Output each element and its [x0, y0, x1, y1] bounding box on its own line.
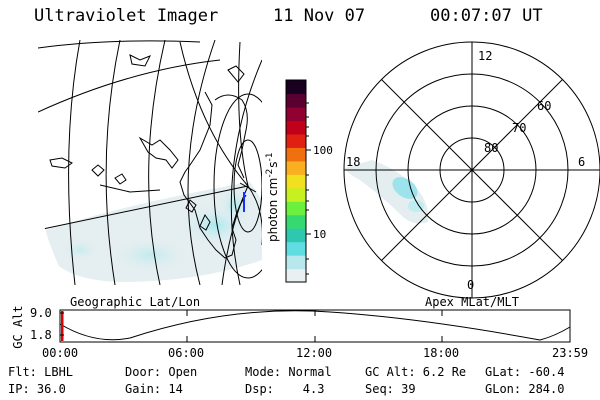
image-date: 11 Nov 07 — [273, 6, 366, 26]
image-title: Ultraviolet Imager — [34, 6, 219, 26]
colorbar-segment — [286, 187, 306, 202]
polar-lat-60: 60 — [537, 99, 551, 113]
image-time: 00:07:07 UT — [430, 6, 543, 26]
info-filter: Flt: LBHL — [8, 365, 74, 379]
info-seq: Seq: 39 — [365, 382, 416, 396]
info-gain: Gain: 14 — [125, 382, 183, 396]
timeline-x-tick-2359: 23:59 — [552, 346, 589, 360]
info-door: Door: Open — [125, 365, 198, 379]
colorbar-minor-ticks — [306, 102, 309, 275]
current-time-marker — [61, 311, 64, 341]
timeline-x-tick-0600: 06:00 — [168, 346, 205, 360]
colorbar-segment — [286, 106, 306, 121]
polar-plot: 12 18 6 0 60 70 80 — [343, 41, 600, 299]
colorbar-segment — [286, 133, 306, 148]
geographic-map — [38, 40, 262, 285]
gc-altitude-curve — [59, 310, 571, 341]
altitude-timeline — [59, 309, 571, 343]
polar-lat-70: 70 — [512, 121, 526, 135]
info-glat: GLat: -60.4 — [485, 365, 565, 379]
graticule — [38, 40, 262, 285]
timeline-y-label: GC Alt — [11, 305, 25, 349]
timeline-y-tick-9: 9.0 — [30, 306, 52, 320]
colorbar-segment — [286, 255, 306, 270]
colorbar-segment — [286, 201, 306, 216]
polar-diagonal-2 — [381, 79, 563, 261]
polar-grid — [343, 41, 600, 299]
polar-mlt-6: 6 — [578, 155, 585, 169]
info-dsp: Dsp: 4.3 — [245, 382, 325, 396]
colorbar-segment — [286, 228, 306, 243]
polar-mlt-12: 12 — [478, 49, 492, 63]
geographic-label: Geographic Lat/Lon — [70, 295, 201, 309]
polar-emission — [345, 160, 429, 224]
colorbar-tick-label-10: 10 — [313, 228, 326, 241]
terminator-marker — [239, 182, 257, 212]
polar-label: Apex MLat/MLT — [425, 295, 519, 309]
colorbar-segment — [286, 80, 306, 95]
colorbar-frame — [285, 79, 307, 283]
timeline-x-tick-0000: 00:00 — [42, 346, 79, 360]
coastlines — [49, 54, 248, 259]
info-mode: Mode: Normal — [245, 365, 332, 379]
timeline-x-tick-1800: 18:00 — [423, 346, 460, 360]
timeline-ticks — [59, 310, 571, 342]
polar-mlt-0: 0 — [467, 278, 474, 292]
info-glon: GLon: 284.0 — [485, 382, 565, 396]
info-ip: IP: 36.0 — [8, 382, 66, 396]
timeline-x-tick-1200: 12:00 — [296, 346, 333, 360]
colorbar-segment — [286, 93, 306, 108]
colorbar-segment — [286, 268, 306, 283]
colorbar-segment — [286, 147, 306, 162]
colorbar-segment — [286, 214, 306, 229]
colorbar-segment — [286, 160, 306, 175]
colorbar-unit-label: photon cm-2s-1 — [265, 152, 280, 242]
colorbar — [286, 80, 306, 283]
colorbar-segment — [286, 120, 306, 135]
polar-mlt-18: 18 — [346, 155, 360, 169]
timeline-y-tick-1-8: 1.8 — [30, 328, 52, 342]
info-gc-alt: GC Alt: 6.2 Re — [365, 365, 467, 379]
colorbar-segment — [286, 174, 306, 189]
colorbar-segment — [286, 241, 306, 256]
polar-lat-80: 80 — [484, 141, 498, 155]
colorbar-tick-label-100: 100 — [313, 144, 333, 157]
